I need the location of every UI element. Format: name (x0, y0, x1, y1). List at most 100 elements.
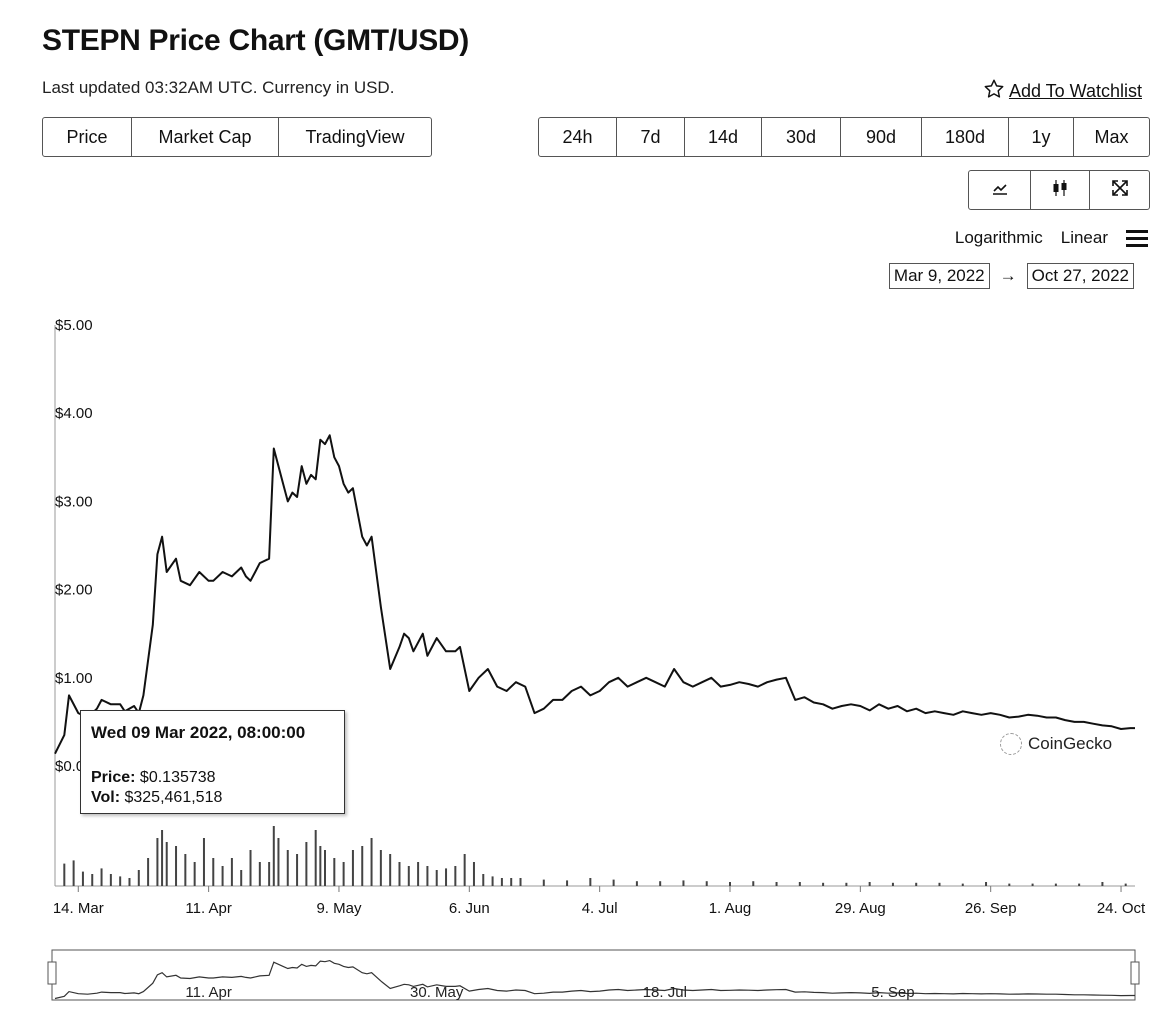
chart-type-tabs: Price Market Cap TradingView (42, 117, 432, 157)
x-tick-label: 6. Jun (449, 900, 490, 917)
volume-bar (72, 860, 75, 886)
y-tick-label: $1.00 (55, 670, 93, 687)
range-90d[interactable]: 90d (841, 118, 922, 156)
y-tick-label: $5.00 (55, 317, 93, 334)
volume-bar (635, 881, 638, 886)
linear-option[interactable]: Linear (1060, 228, 1108, 247)
date-to-input[interactable]: Oct 27, 2022 (1026, 263, 1134, 289)
scale-selector: Logarithmic Linear (955, 228, 1148, 248)
volume-bar (407, 866, 410, 886)
range-180d[interactable]: 180d (922, 118, 1009, 156)
range-14d[interactable]: 14d (685, 118, 762, 156)
volume-bar (463, 854, 466, 886)
range-24h[interactable]: 24h (539, 118, 617, 156)
navigator-series-line (54, 959, 1135, 1000)
y-tick-label: $2.00 (55, 582, 93, 599)
range-30d[interactable]: 30d (762, 118, 841, 156)
tab-price[interactable]: Price (43, 118, 132, 156)
volume-bar (845, 882, 848, 886)
volume-bar (775, 882, 778, 886)
x-tick-label: 1. Aug (709, 900, 752, 917)
volume-bar (612, 879, 615, 886)
volume-bar (519, 878, 522, 886)
volume-bar (221, 866, 224, 886)
volume-bar (379, 850, 382, 886)
price-tooltip: Wed 09 Mar 2022, 08:00:00 Price: $0.1357… (80, 710, 345, 814)
hamburger-menu-icon[interactable] (1126, 229, 1148, 247)
volume-bar (482, 874, 485, 886)
price-chart[interactable]: $5.00$4.00$3.00$2.00$1.00$0.00 14. Mar 11… (0, 300, 1172, 1016)
volume-bar (659, 881, 662, 886)
volume-bar (938, 882, 941, 886)
x-tick-label: 9. May (316, 900, 362, 917)
add-to-watchlist-link[interactable]: Add To Watchlist (983, 78, 1142, 105)
tab-market-cap[interactable]: Market Cap (132, 118, 279, 156)
volume-bar (351, 850, 354, 886)
navigator-tick-label: 18. Jul (643, 984, 687, 1001)
volume-bar (589, 878, 592, 886)
x-tick-label: 24. Oct (1097, 900, 1146, 917)
watchlist-label: Add To Watchlist (1008, 81, 1142, 101)
volume-bar (500, 878, 503, 886)
volume-bar (100, 868, 103, 886)
volume-bar (137, 870, 140, 886)
volume-bar (305, 842, 308, 886)
star-icon (983, 78, 1005, 105)
volume-bar (961, 883, 964, 886)
tab-tradingview[interactable]: TradingView (305, 126, 405, 147)
volume-bar (729, 882, 731, 886)
volume-bar (454, 866, 457, 886)
time-range-selector: 24h 7d 14d 30d 90d 180d 1y Max (538, 117, 1150, 157)
volume-bar (510, 878, 513, 886)
date-range-inputs: Mar 9, 2022 → Oct 27, 2022 (888, 263, 1134, 289)
volume-bar (435, 870, 438, 886)
volume-bar (445, 868, 448, 886)
candlestick-icon (1050, 178, 1070, 203)
candlestick-button[interactable] (1031, 171, 1090, 209)
coingecko-watermark: CoinGecko (1000, 733, 1112, 755)
range-7d[interactable]: 7d (617, 118, 685, 156)
range-1y[interactable]: 1y (1009, 118, 1074, 156)
arrow-right-icon: → (999, 266, 1017, 285)
volume-bar (165, 842, 168, 886)
volume-bar (472, 862, 475, 886)
volume-bar (230, 858, 233, 886)
fullscreen-button[interactable] (1090, 171, 1149, 209)
volume-bar (91, 874, 94, 886)
last-updated-text: Last updated 03:32AM UTC. Currency in US… (42, 78, 395, 97)
volume-bar (277, 838, 280, 886)
volume-bar (272, 826, 275, 886)
volume-bar (398, 862, 401, 886)
tooltip-vol-value: $325,461,518 (124, 789, 223, 806)
volume-bar (1008, 883, 1011, 886)
brand-label: CoinGecko (1028, 734, 1113, 753)
volume-bar (156, 838, 159, 886)
range-max[interactable]: Max (1094, 126, 1129, 147)
date-from-input[interactable]: Mar 9, 2022 (888, 263, 990, 289)
navigator-right-handle (1130, 961, 1140, 985)
volume-bar (119, 876, 122, 886)
line-chart-button[interactable] (969, 171, 1031, 209)
volume-bar (1124, 883, 1127, 886)
volume-bar (389, 854, 392, 886)
volume-bar (682, 880, 685, 886)
line-chart-icon (990, 178, 1010, 203)
volume-bar (566, 880, 569, 886)
volume-bar (333, 858, 336, 886)
volume-bar (249, 850, 252, 886)
tooltip-price-label: Price: (91, 769, 136, 786)
navigator-tick-label: 5. Sep (871, 984, 914, 1001)
tooltip-date: Wed 09 Mar 2022, 08:00:00 (91, 723, 306, 742)
volume-bar (1101, 882, 1104, 886)
volume-bar (175, 846, 178, 886)
volume-bar (1054, 883, 1057, 886)
volume-bar (324, 850, 326, 886)
logarithmic-option[interactable]: Logarithmic (954, 228, 1043, 247)
volume-bar (296, 854, 299, 886)
tooltip-vol-label: Vol: (91, 789, 121, 806)
volume-bar (202, 838, 205, 886)
coingecko-logo-icon (1000, 733, 1022, 755)
volume-bar (915, 882, 918, 886)
volume-bar (798, 882, 801, 886)
x-tick-label: 11. Apr (185, 900, 231, 917)
